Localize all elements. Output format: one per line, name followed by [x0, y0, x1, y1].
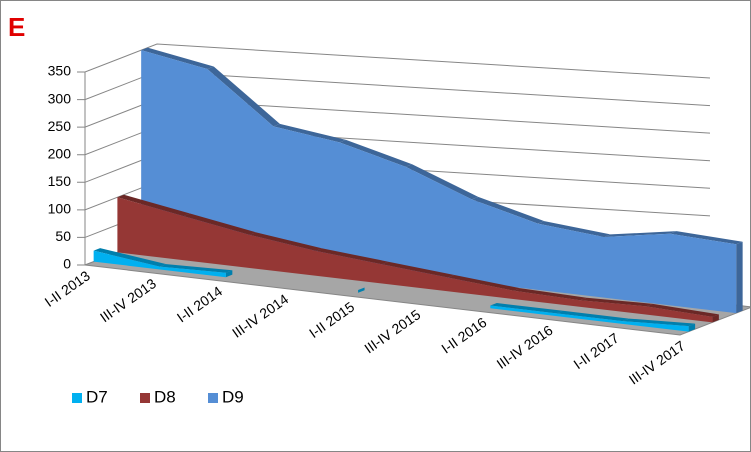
area-top	[471, 196, 545, 224]
grid-line	[77, 71, 711, 107]
grid-line	[77, 43, 711, 79]
series-0	[93, 248, 696, 332]
y-tick-label: 0	[63, 256, 71, 272]
area-side	[736, 241, 743, 314]
area-top	[537, 221, 611, 237]
y-tick-label: 300	[48, 90, 72, 106]
area-top	[315, 248, 389, 265]
area-top	[670, 231, 743, 245]
area-top	[490, 303, 563, 314]
area-top	[514, 288, 587, 301]
legend-label: D7	[86, 387, 108, 406]
grid-line	[77, 126, 711, 162]
legend-swatch	[140, 393, 150, 403]
area-side	[225, 270, 233, 278]
area-top	[141, 47, 214, 69]
grid-line	[77, 98, 711, 134]
y-tick-label: 200	[48, 145, 72, 161]
y-tick-label: 250	[48, 118, 72, 134]
area-top	[93, 248, 167, 267]
area-top	[339, 139, 413, 167]
legend-label: D9	[222, 387, 244, 406]
area-top	[447, 274, 521, 291]
series-1	[117, 194, 719, 323]
y-tick-label: 100	[48, 201, 72, 217]
area-top	[580, 297, 653, 307]
area-top	[646, 303, 719, 317]
legend-label: D8	[154, 387, 176, 406]
area	[93, 250, 689, 332]
area-top	[622, 318, 696, 327]
y-tick-label: 350	[48, 63, 72, 79]
area-top	[159, 264, 233, 273]
area-top	[405, 164, 479, 200]
area-top	[183, 213, 257, 235]
area-top	[249, 232, 323, 251]
area	[117, 197, 713, 323]
area-side	[688, 323, 696, 332]
area-top	[556, 310, 630, 322]
area-top	[207, 66, 280, 127]
legend-swatch	[72, 393, 82, 403]
area-top	[603, 231, 677, 237]
area-top	[273, 123, 346, 143]
y-tick-label: 50	[55, 228, 71, 244]
area-side	[712, 314, 719, 323]
legend-swatch	[208, 393, 218, 403]
area-top	[381, 261, 455, 278]
grid-line	[77, 153, 711, 189]
chart-title: E	[8, 12, 25, 42]
y-tick-label: 150	[48, 173, 72, 189]
area-top	[117, 194, 190, 217]
area-side	[358, 287, 365, 293]
